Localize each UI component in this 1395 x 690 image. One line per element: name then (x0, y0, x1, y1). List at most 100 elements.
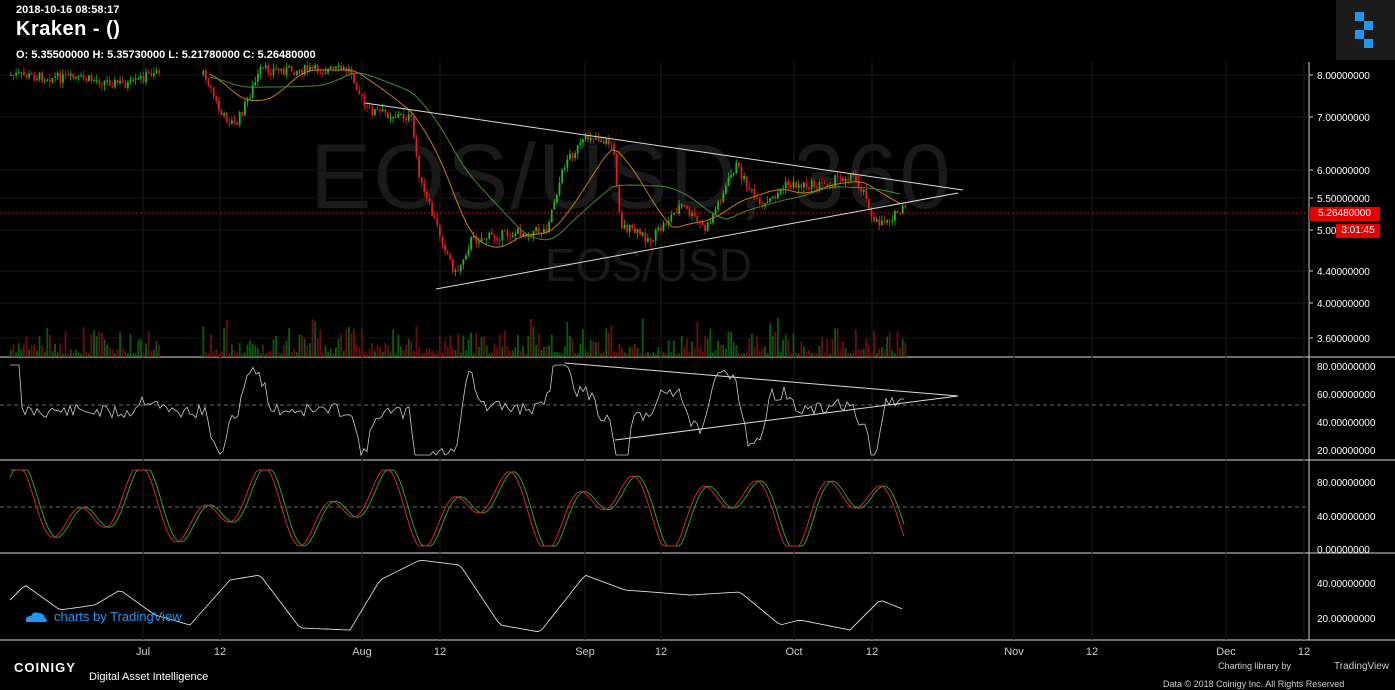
rsi-axis-label: 80.00000000 (1317, 362, 1376, 373)
candle (480, 238, 483, 243)
candle (231, 120, 233, 125)
volume-bar (106, 345, 108, 357)
volume-bar (225, 320, 228, 357)
volume-bar (277, 352, 280, 357)
volume-bar (662, 352, 665, 357)
price-axis-label: 8.00000000 (1317, 71, 1370, 82)
volume-bar (511, 350, 514, 357)
candle (834, 175, 836, 187)
volume-bar (842, 340, 844, 357)
candle (595, 137, 597, 140)
candle (353, 73, 355, 84)
volume-bar (680, 336, 683, 357)
volume-bar (621, 348, 623, 357)
candle (475, 235, 478, 243)
volume-bar (514, 347, 517, 357)
volume-bar (465, 350, 467, 357)
candle (155, 70, 158, 74)
candle (761, 204, 764, 207)
volume-bar (582, 329, 584, 357)
volume-bar (407, 338, 410, 357)
candle (626, 224, 628, 232)
candle (218, 100, 220, 111)
candle (340, 65, 342, 71)
volume-bar (756, 336, 758, 357)
candle (319, 72, 322, 74)
volume-bar (795, 352, 797, 357)
volume-bar (506, 346, 509, 357)
volume-bar (267, 351, 270, 357)
candle (381, 109, 384, 112)
volume-bar (834, 328, 836, 357)
volume-bar (332, 353, 335, 357)
tradingview-credit-link[interactable]: TradingView (1334, 661, 1390, 672)
volume-bar (727, 331, 730, 357)
candle (842, 178, 844, 182)
volume-bar (101, 332, 103, 357)
volume-bar (717, 340, 719, 357)
volume-bar (111, 349, 114, 357)
candle (680, 204, 683, 206)
candle (46, 79, 49, 81)
candle (54, 76, 56, 78)
volume-bar (852, 350, 855, 357)
candle (140, 76, 142, 79)
volume-bar (722, 344, 725, 357)
candle (730, 174, 732, 178)
candle (134, 78, 137, 80)
volume-bar (626, 353, 628, 357)
volume-bar (272, 339, 275, 357)
tradingview-cloud-icon (25, 611, 47, 622)
volume-bar (324, 345, 327, 357)
time-axis-label: 12 (1086, 646, 1098, 658)
volume-bar (400, 346, 402, 357)
candle (852, 174, 855, 176)
volume-bar (860, 350, 862, 357)
volume-bar (771, 335, 774, 357)
candle (553, 202, 556, 210)
volume-bar (15, 352, 17, 357)
volume-bar (147, 331, 150, 357)
candle (779, 189, 782, 194)
time-axis-label: 12 (866, 646, 878, 658)
candle (397, 114, 400, 118)
volume-bar (433, 353, 436, 357)
candle (101, 84, 103, 86)
volume-bar (735, 345, 738, 357)
volume-bar (899, 347, 901, 357)
candle (654, 229, 657, 241)
volume-bar (673, 340, 675, 357)
volume-bar (740, 353, 743, 357)
volume-bar (88, 353, 90, 357)
volume-bar (745, 351, 748, 357)
candle (550, 209, 553, 223)
candle (80, 75, 82, 77)
volume-bar (212, 350, 215, 357)
candle (452, 259, 454, 272)
candle (267, 65, 270, 73)
volume-bar (504, 330, 506, 357)
volume-bar (855, 329, 857, 357)
volume-bar (264, 353, 267, 357)
volume-bar (821, 336, 823, 357)
candle (374, 109, 376, 116)
rsi-trendline-upper (564, 362, 959, 397)
volume-bar (530, 318, 532, 357)
candle (782, 188, 784, 190)
candle (472, 235, 475, 238)
candle (623, 224, 626, 229)
candle (43, 80, 46, 82)
candle (67, 74, 69, 76)
candle (784, 181, 787, 189)
coinigy-logo-icon[interactable] (1336, 0, 1395, 60)
volume-bar (418, 347, 420, 357)
candle (735, 162, 738, 174)
volume-bar (764, 346, 766, 357)
volume-bar (452, 348, 454, 357)
tradingview-link[interactable]: charts by TradingView (24, 609, 182, 624)
candle (387, 112, 389, 119)
candle (647, 238, 649, 243)
volume-bar (423, 352, 426, 357)
volume-bar (358, 347, 361, 357)
